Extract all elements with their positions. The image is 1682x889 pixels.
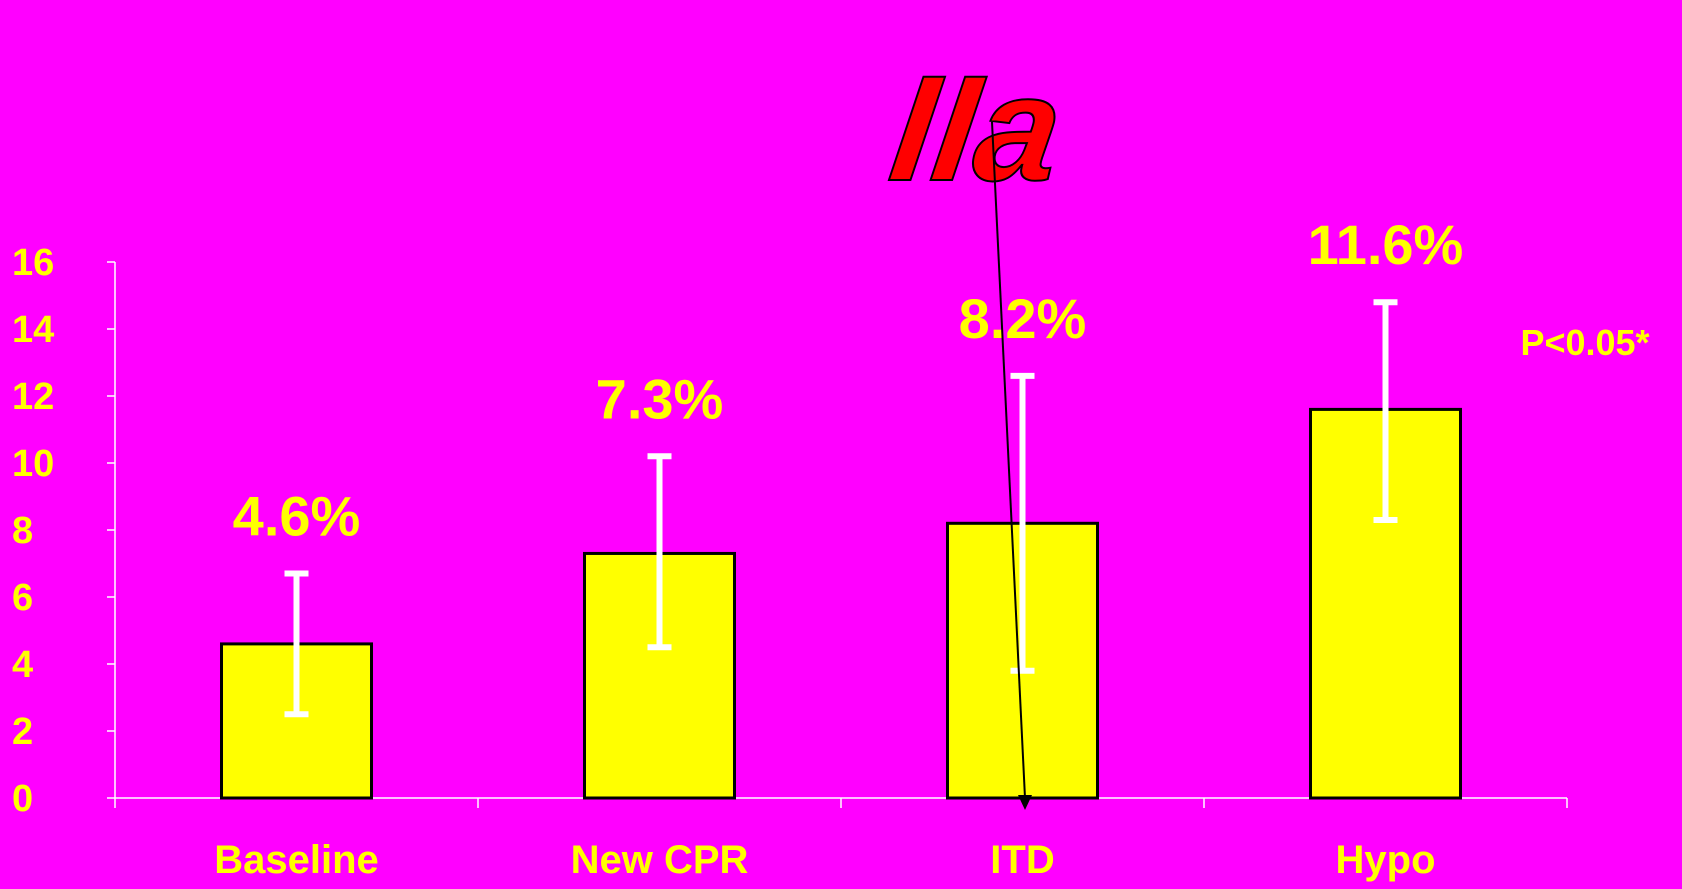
data-label-group: 4.6% 7.3% 8.2% 11.6% (233, 213, 1464, 547)
x-tick-label: ITD (990, 838, 1054, 882)
significance-annotation: P<0.05* (1520, 322, 1649, 363)
y-tick-label: 10 (12, 443, 54, 485)
data-label: 4.6% (233, 485, 361, 548)
badge-text: IIa (882, 45, 1072, 212)
data-label: 7.3% (596, 367, 724, 430)
y-tick-label: 2 (12, 711, 33, 753)
pointer-arrow (991, 121, 1032, 810)
x-tick-label: Baseline (214, 838, 379, 882)
class-iia-badge: IIa (881, 44, 1073, 213)
y-tick-label: 0 (12, 778, 33, 820)
bar (220, 642, 373, 800)
x-tick-label: Hypo (1336, 838, 1436, 882)
x-tick-label: New CPR (571, 838, 749, 882)
y-tick-label: 4 (12, 644, 33, 686)
y-tick-label: 14 (12, 309, 54, 351)
pointer-line (991, 121, 1026, 799)
data-label: 8.2% (959, 287, 1087, 350)
pointer-arrowhead (1018, 795, 1032, 810)
y-tick-label: 12 (12, 376, 54, 418)
y-tick-label: 8 (12, 510, 33, 552)
bar-group (220, 407, 1462, 800)
error-bar-group (284, 299, 1398, 718)
data-label: 11.6% (1308, 213, 1464, 276)
y-tick-label: 6 (12, 577, 33, 619)
y-tick-label-group: 0 2 4 6 8 10 12 14 16 (12, 242, 54, 820)
y-tick-label: 16 (12, 242, 54, 284)
x-tick-label-group: Baseline New CPR ITD Hypo (214, 838, 1435, 882)
